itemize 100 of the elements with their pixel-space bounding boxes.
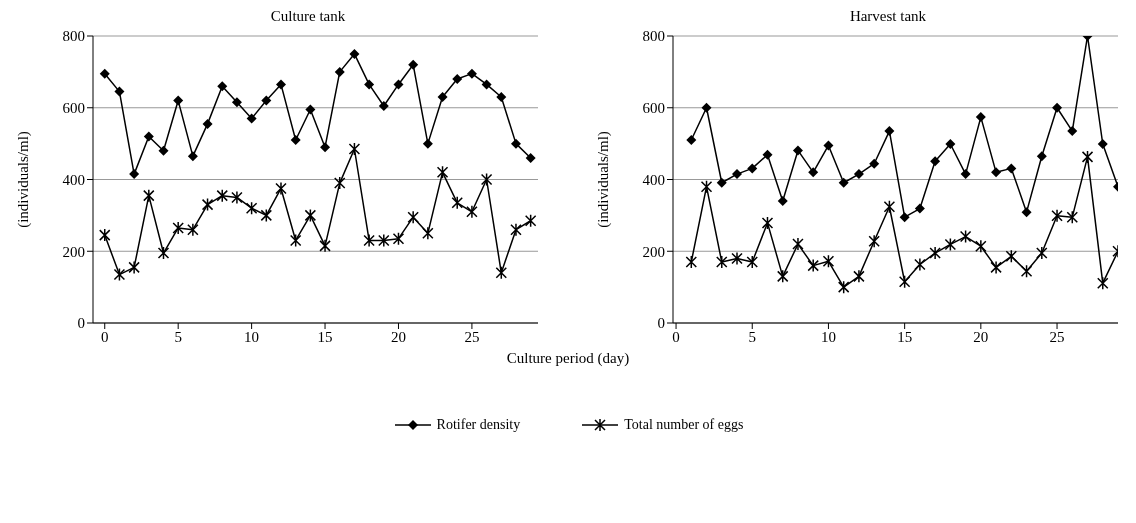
point (716, 177, 727, 188)
y-tick-label: 0 (657, 315, 665, 332)
point (991, 167, 1002, 178)
point (408, 59, 419, 70)
point (761, 216, 774, 230)
x-axis-title: Culture period (day) (505, 350, 631, 367)
point (304, 208, 317, 223)
point (1036, 151, 1047, 162)
point (466, 205, 478, 219)
point (510, 138, 521, 149)
point (868, 234, 880, 248)
point (525, 152, 536, 163)
point (732, 169, 743, 180)
point (422, 138, 433, 149)
point (349, 48, 360, 59)
point (201, 197, 214, 212)
point (929, 246, 941, 260)
point (1097, 276, 1109, 290)
point (290, 135, 301, 146)
y-tick-label: 0 (77, 315, 85, 332)
point (378, 233, 390, 248)
y-tick-label: 800 (62, 28, 85, 45)
point (914, 203, 925, 214)
point (245, 201, 258, 215)
point (436, 165, 449, 180)
y-tick-label: 200 (62, 243, 85, 260)
point (945, 138, 956, 149)
point (172, 221, 184, 235)
point (1081, 150, 1094, 164)
point (216, 188, 228, 203)
point (231, 97, 242, 108)
point (129, 169, 140, 180)
point (1097, 138, 1108, 149)
y-tick-label: 600 (62, 100, 85, 117)
point (898, 274, 911, 289)
point (452, 74, 463, 85)
y-tick-label: 400 (62, 171, 85, 188)
point (883, 200, 896, 214)
point (275, 181, 287, 196)
point (1067, 126, 1078, 137)
point (143, 188, 155, 203)
point (422, 226, 434, 241)
x-tick-label: 0 (672, 328, 680, 345)
point (700, 179, 713, 194)
point (289, 233, 302, 248)
point (1066, 210, 1079, 224)
y-tick-label: 400 (642, 171, 665, 188)
point (246, 113, 257, 124)
y-axis-title: (individuals/ml) (15, 131, 33, 228)
point (884, 126, 895, 137)
point (510, 222, 522, 237)
point (231, 190, 243, 205)
point (1036, 246, 1048, 260)
point (217, 81, 228, 92)
point (496, 91, 507, 102)
point (930, 156, 941, 167)
point (143, 131, 154, 142)
x-tick-label: 20 (390, 328, 406, 345)
point (348, 142, 361, 156)
point (686, 135, 697, 146)
point (990, 260, 1002, 275)
point (777, 196, 788, 207)
point (173, 95, 184, 106)
point (716, 255, 728, 269)
point (822, 254, 835, 269)
x-tick-label: 20 (973, 328, 989, 345)
point (187, 151, 198, 162)
point (99, 228, 111, 242)
point (261, 95, 272, 106)
x-tick-label: 15 (897, 328, 913, 345)
x-tick-label: 10 (820, 328, 836, 345)
point (99, 68, 110, 79)
point (762, 149, 773, 160)
point (731, 251, 743, 266)
point (524, 214, 537, 228)
y-axis-title: (individuals/ml) (595, 131, 613, 228)
x-tick-label: 15 (317, 328, 333, 345)
legend-label: Rotifer density (436, 417, 521, 433)
point (128, 260, 140, 275)
x-tick-label: 10 (244, 328, 260, 345)
point (480, 172, 493, 187)
point (363, 233, 375, 248)
point (260, 208, 273, 223)
point (1021, 207, 1032, 218)
point (437, 91, 448, 102)
chart-title: Harvest tank (848, 8, 928, 26)
x-tick-label: 5 (174, 328, 182, 345)
point (837, 280, 850, 294)
point (114, 86, 125, 97)
point (853, 169, 864, 180)
point (685, 255, 698, 269)
chart-title: Culture tank (269, 8, 347, 26)
point (451, 196, 463, 210)
point (320, 142, 331, 153)
point (392, 231, 405, 246)
point (807, 258, 819, 273)
point (393, 79, 404, 90)
point (319, 239, 331, 253)
point (157, 246, 170, 260)
point (914, 257, 926, 272)
